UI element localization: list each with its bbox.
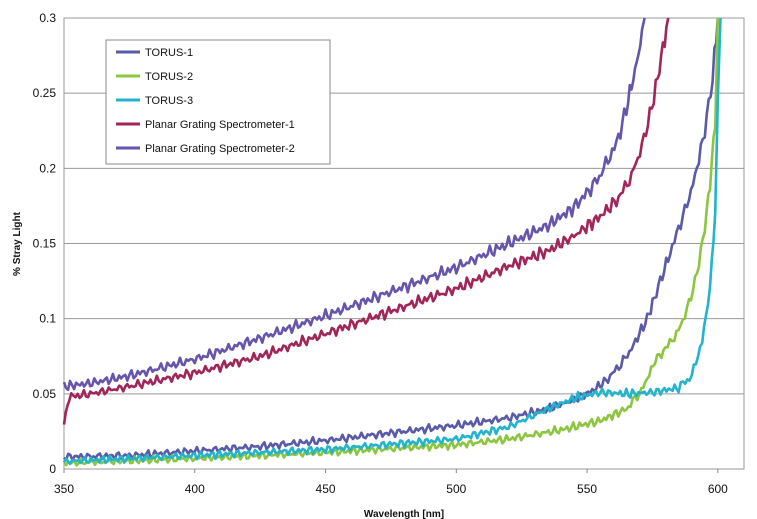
y-axis-tick-labels: 0 0.05 0.1 0.15 0.2 0.25 0.3 xyxy=(33,11,57,476)
x-tick-label: 550 xyxy=(577,482,597,496)
y-tick-label: 0.15 xyxy=(33,237,57,251)
y-tick-label: 0.3 xyxy=(39,11,56,25)
x-tick-label: 600 xyxy=(708,482,728,496)
x-tick-label: 500 xyxy=(446,482,466,496)
series-lines xyxy=(62,17,722,467)
series-line xyxy=(62,17,646,392)
series-line xyxy=(63,17,720,467)
legend-box xyxy=(105,39,331,165)
y-axis-label: % Stray Light xyxy=(12,211,23,276)
legend-entry: TORUS-1 xyxy=(145,47,193,59)
legend-entry: Planar Grating Spectrometer-1 xyxy=(145,119,295,131)
y-tick-label: 0.1 xyxy=(39,312,56,326)
x-tick-label: 400 xyxy=(185,482,205,496)
y-tick-label: 0 xyxy=(49,462,56,476)
legend-entry: TORUS-2 xyxy=(145,71,193,83)
series-line xyxy=(62,17,722,466)
x-axis-tick-labels: 350 400 450 500 550 600 xyxy=(54,469,728,496)
y-tick-label: 0.2 xyxy=(39,161,56,175)
y-tick-label: 0.25 xyxy=(33,86,57,100)
legend-entry: TORUS-3 xyxy=(145,95,193,107)
series-line xyxy=(62,17,670,425)
legend: TORUS-1 TORUS-2 TORUS-3 Planar Grating Spec… xyxy=(105,39,331,165)
legend-entry: Planar Grating Spectrometer-2 xyxy=(145,143,295,155)
y-tick-label: 0.05 xyxy=(33,387,57,401)
x-tick-label: 450 xyxy=(316,482,336,496)
series-line xyxy=(63,17,720,462)
x-tick-label: 350 xyxy=(54,482,74,496)
x-axis-label: Wavelength [nm] xyxy=(364,509,444,519)
